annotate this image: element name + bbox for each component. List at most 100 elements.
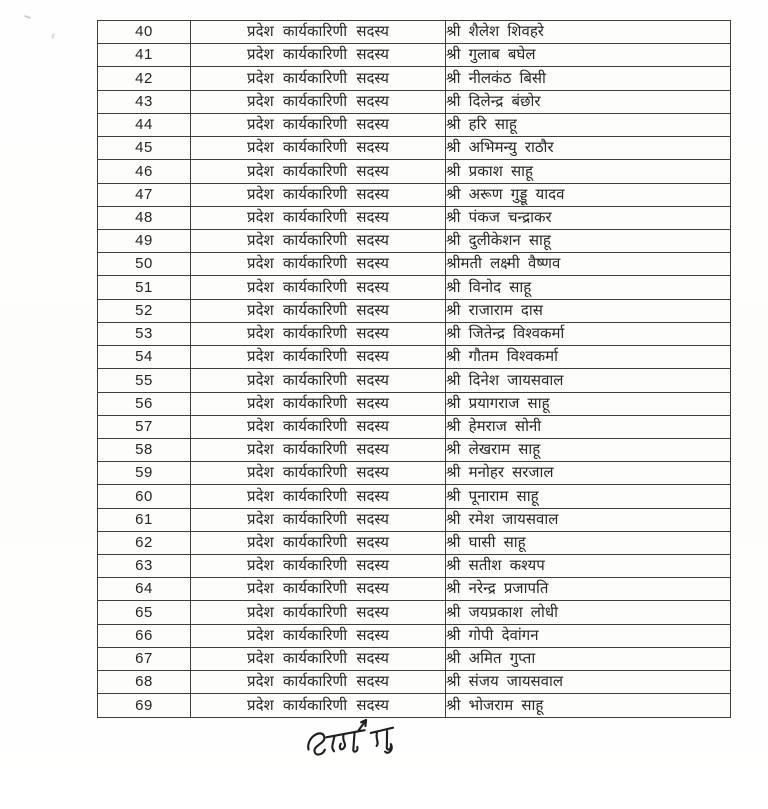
serial-cell: 46: [97, 159, 191, 184]
table-row: 42 प्रदेश कार्यकारिणी सदस्य श्री नीलकंठ बि…: [97, 66, 731, 91]
serial-cell: 62: [97, 530, 191, 556]
name-cell: श्री संजय जायसवाल: [445, 670, 731, 695]
serial-cell: 65: [97, 600, 191, 625]
name-cell: श्री दिलेन्द्र बंछोर: [445, 89, 731, 114]
name-cell: श्री जितेन्द्र विश्वकर्मा: [445, 321, 731, 347]
signature-scrawl-icon: [307, 718, 395, 756]
position-cell: प्रदेश कार्यकारिणी सदस्य: [190, 89, 446, 114]
name-cell: श्री प्रकाश साहू: [445, 159, 731, 184]
position-cell: प्रदेश कार्यकारिणी सदस्य: [190, 484, 446, 509]
name-cell: श्री पूनाराम साहू: [445, 484, 731, 509]
position-cell: प्रदेश कार्यकारिणी सदस्य: [190, 205, 446, 230]
serial-cell: 66: [97, 623, 191, 648]
table-row: 61 प्रदेश कार्यकारिणी सदस्य श्री रमेश जायस…: [97, 507, 731, 532]
position-cell: प्रदेश कार्यकारिणी सदस्य: [190, 66, 446, 91]
position-cell: प्रदेश कार्यकारिणी सदस्य: [190, 577, 446, 602]
position-cell: प्रदेश कार्यकारिणी सदस्य: [190, 298, 446, 323]
serial-cell: 59: [97, 461, 191, 486]
position-cell: प्रदेश कार्यकारिणी सदस्य: [190, 670, 446, 695]
table-row: 47 प्रदेश कार्यकारिणी सदस्य श्री अरूण गुड्…: [97, 182, 731, 207]
serial-cell: 47: [97, 182, 191, 207]
position-cell: प्रदेश कार्यकारिणी सदस्य: [190, 252, 446, 277]
serial-cell: 60: [97, 484, 191, 509]
serial-cell: 56: [97, 391, 191, 416]
table-row: 45 प्रदेश कार्यकारिणी सदस्य श्री अभिमन्यु …: [97, 136, 731, 161]
name-cell: श्री अमित गुप्ता: [445, 646, 731, 672]
table-row: 40 प्रदेश कार्यकारिणी सदस्य श्री शैलेश शिव…: [97, 19, 731, 45]
serial-cell: 42: [97, 66, 191, 91]
serial-cell: 45: [97, 136, 191, 161]
table-row: 58 प्रदेश कार्यकारिणी सदस्य श्री लेखराम सा…: [97, 437, 731, 463]
position-cell: प्रदेश कार्यकारिणी सदस्य: [190, 321, 446, 347]
serial-cell: 58: [97, 437, 191, 463]
table-row: 57 प्रदेश कार्यकारिणी सदस्य श्री हेमराज सो…: [97, 414, 731, 439]
position-cell: प्रदेश कार्यकारिणी सदस्य: [190, 136, 446, 161]
name-cell: श्री नीलकंठ बिसी: [445, 66, 731, 91]
name-cell: श्री दिनेश जायसवाल: [445, 368, 731, 393]
name-cell: श्री शैलेश शिवहरे: [445, 19, 731, 45]
table-row: 62 प्रदेश कार्यकारिणी सदस्य श्री घासी साहू: [97, 530, 731, 556]
serial-cell: 68: [97, 670, 191, 695]
name-cell: श्री रमेश जायसवाल: [445, 507, 731, 532]
position-cell: प्रदेश कार्यकारिणी सदस्य: [190, 646, 446, 672]
name-cell: श्री अभिमन्यु राठौर: [445, 136, 731, 161]
serial-cell: 53: [97, 321, 191, 347]
table-row: 64 प्रदेश कार्यकारिणी सदस्य श्री नरेन्द्र …: [97, 577, 731, 602]
name-cell: श्री सतीश कश्यप: [445, 554, 731, 579]
name-cell: श्री लेखराम साहू: [445, 437, 731, 463]
name-cell: श्री गोपी देवांगन: [445, 623, 731, 648]
table-row: 69 प्रदेश कार्यकारिणी सदस्य श्री भोजराम सा…: [97, 693, 731, 718]
name-cell: श्री राजाराम दास: [445, 298, 731, 323]
handwritten-signature: [297, 713, 412, 771]
position-cell: प्रदेश कार्यकारिणी सदस्य: [190, 345, 446, 370]
table-row: 49 प्रदेश कार्यकारिणी सदस्य श्री दुलीकेशन …: [97, 228, 731, 254]
name-cell: श्री हेमराज सोनी: [445, 414, 731, 439]
serial-cell: 51: [97, 275, 191, 300]
position-cell: प्रदेश कार्यकारिणी सदस्य: [190, 228, 446, 254]
members-table: 40 प्रदेश कार्यकारिणी सदस्य श्री शैलेश शिव…: [97, 19, 731, 718]
serial-cell: 44: [97, 112, 191, 138]
name-cell: श्री घासी साहू: [445, 530, 731, 556]
table-row: 50 प्रदेश कार्यकारिणी सदस्य श्रीमती लक्ष्म…: [97, 252, 731, 277]
serial-cell: 48: [97, 205, 191, 230]
table-row: 46 प्रदेश कार्यकारिणी सदस्य श्री प्रकाश सा…: [97, 159, 731, 184]
name-cell: श्री गौतम विश्वकर्मा: [445, 345, 731, 370]
position-cell: प्रदेश कार्यकारिणी सदस्य: [190, 414, 446, 439]
table-row: 44 प्रदेश कार्यकारिणी सदस्य श्री हरि साहू: [97, 112, 731, 138]
scan-speck: [23, 14, 32, 20]
table-row: 51 प्रदेश कार्यकारिणी सदस्य श्री विनोद साह…: [97, 275, 731, 300]
serial-cell: 67: [97, 646, 191, 672]
position-cell: प्रदेश कार्यकारिणी सदस्य: [190, 693, 446, 718]
serial-cell: 54: [97, 345, 191, 370]
table-row: 67 प्रदेश कार्यकारिणी सदस्य श्री अमित गुप्…: [97, 646, 731, 672]
serial-cell: 43: [97, 89, 191, 114]
position-cell: प्रदेश कार्यकारिणी सदस्य: [190, 182, 446, 207]
name-cell: श्री पंकज चन्द्राकर: [445, 205, 731, 230]
name-cell: श्री विनोद साहू: [445, 275, 731, 300]
name-cell: श्रीमती लक्ष्मी वैष्णव: [445, 252, 731, 277]
table-row: 68 प्रदेश कार्यकारिणी सदस्य श्री संजय जायस…: [97, 670, 731, 695]
table-row: 53 प्रदेश कार्यकारिणी सदस्य श्री जितेन्द्र…: [97, 321, 731, 347]
name-cell: श्री मनोहर सरजाल: [445, 461, 731, 486]
table-row: 43 प्रदेश कार्यकारिणी सदस्य श्री दिलेन्द्र…: [97, 89, 731, 114]
serial-cell: 52: [97, 298, 191, 323]
scan-speck: [51, 32, 55, 40]
position-cell: प्रदेश कार्यकारिणी सदस्य: [190, 19, 446, 45]
position-cell: प्रदेश कार्यकारिणी सदस्य: [190, 159, 446, 184]
position-cell: प्रदेश कार्यकारिणी सदस्य: [190, 391, 446, 416]
table-row: 41 प्रदेश कार्यकारिणी सदस्य श्री गुलाब बघे…: [97, 43, 731, 68]
serial-cell: 55: [97, 368, 191, 393]
position-cell: प्रदेश कार्यकारिणी सदस्य: [190, 530, 446, 556]
name-cell: श्री दुलीकेशन साहू: [445, 228, 731, 254]
position-cell: प्रदेश कार्यकारिणी सदस्य: [190, 437, 446, 463]
table-row: 54 प्रदेश कार्यकारिणी सदस्य श्री गौतम विश्…: [97, 345, 731, 370]
name-cell: श्री हरि साहू: [445, 112, 731, 138]
serial-cell: 63: [97, 554, 191, 579]
name-cell: श्री प्रयागराज साहू: [445, 391, 731, 416]
position-cell: प्रदेश कार्यकारिणी सदस्य: [190, 275, 446, 300]
name-cell: श्री नरेन्द्र प्रजापति: [445, 577, 731, 602]
position-cell: प्रदेश कार्यकारिणी सदस्य: [190, 600, 446, 625]
table-row: 59 प्रदेश कार्यकारिणी सदस्य श्री मनोहर सरज…: [97, 461, 731, 486]
table-row: 48 प्रदेश कार्यकारिणी सदस्य श्री पंकज चन्द…: [97, 205, 731, 230]
table-row: 66 प्रदेश कार्यकारिणी सदस्य श्री गोपी देवा…: [97, 623, 731, 648]
